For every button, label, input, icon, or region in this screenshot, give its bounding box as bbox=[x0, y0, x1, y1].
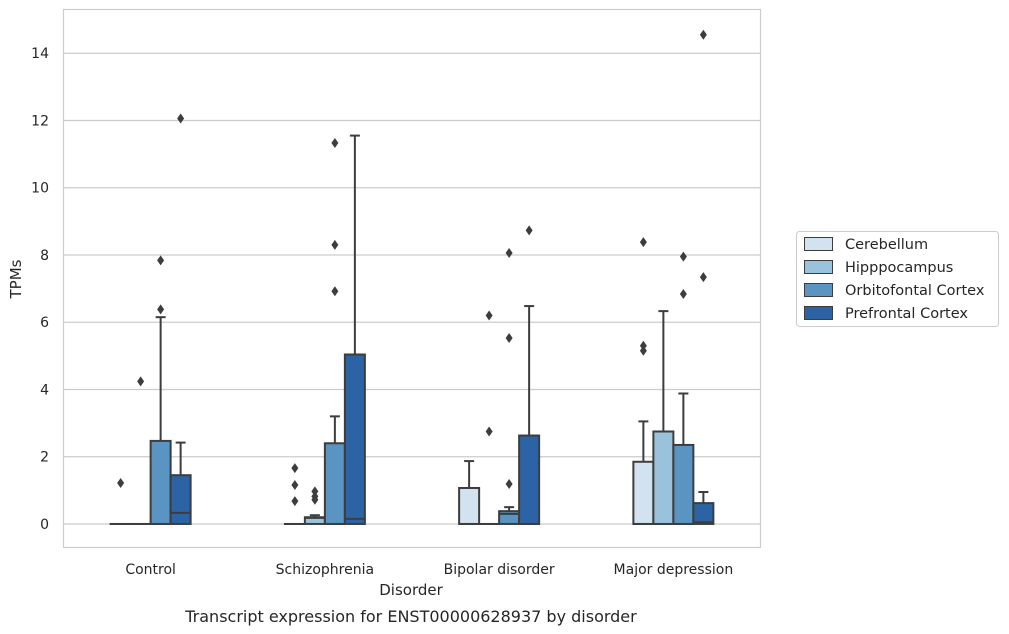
outlier-point bbox=[525, 225, 533, 236]
outlier-point bbox=[679, 288, 687, 299]
box bbox=[692, 502, 715, 525]
outlier-point bbox=[505, 247, 513, 258]
y-tick-label: 0 bbox=[40, 517, 49, 533]
x-tick-label: Major depression bbox=[614, 562, 734, 578]
y-tick-label: 2 bbox=[40, 450, 49, 466]
outlier-point bbox=[505, 333, 513, 344]
y-tick-label: 8 bbox=[40, 248, 49, 264]
chart-caption: Transcript expression for ENST0000062893… bbox=[184, 607, 637, 626]
outlier-point bbox=[679, 251, 687, 262]
outlier-point bbox=[639, 237, 647, 248]
y-tick-labels: 0 2 4 6 8 10 12 14 bbox=[31, 46, 49, 533]
box-group bbox=[303, 486, 326, 525]
box-group bbox=[672, 251, 695, 525]
outlier-point bbox=[137, 376, 145, 387]
outlier-point bbox=[331, 286, 339, 297]
outlier-point bbox=[639, 340, 647, 351]
x-axis-title: Disorder bbox=[379, 581, 443, 599]
outlier-point bbox=[485, 310, 493, 321]
box bbox=[518, 434, 541, 525]
box-group bbox=[692, 29, 715, 525]
x-tick-label: Control bbox=[125, 562, 176, 578]
outlier-point bbox=[117, 477, 125, 488]
y-tick-label: 10 bbox=[31, 181, 49, 197]
y-tick-label: 12 bbox=[31, 113, 49, 129]
outlier-point bbox=[157, 304, 165, 315]
box bbox=[343, 353, 366, 525]
outlier-point bbox=[291, 463, 299, 474]
legend-swatch bbox=[804, 237, 833, 251]
y-tick-label: 4 bbox=[40, 382, 49, 398]
outlier-point bbox=[311, 486, 319, 497]
box bbox=[632, 460, 655, 525]
outlier-point bbox=[331, 239, 339, 250]
box bbox=[458, 486, 481, 525]
legend-swatch bbox=[804, 260, 833, 274]
legend-swatch bbox=[804, 283, 833, 297]
outlier-point bbox=[177, 113, 185, 124]
outlier-point bbox=[639, 345, 647, 356]
box-group bbox=[478, 310, 501, 525]
legend: Cerebellum Hipppocampus Orbitofontal Corte… bbox=[796, 231, 999, 327]
outlier-point bbox=[311, 491, 319, 502]
legend-label: Hipppocampus bbox=[845, 260, 953, 276]
box-group bbox=[343, 134, 366, 525]
outlier-point bbox=[291, 479, 299, 490]
outlier-point bbox=[699, 29, 707, 40]
y-axis-title: TPMs bbox=[7, 259, 25, 299]
box bbox=[652, 430, 675, 525]
outlier-point bbox=[331, 137, 339, 148]
legend-label: Prefrontal Cortex bbox=[845, 306, 968, 322]
legend-swatch bbox=[804, 306, 833, 320]
x-tick-label: Schizophrenia bbox=[276, 562, 374, 578]
outlier-point bbox=[291, 496, 299, 507]
box-group bbox=[169, 113, 192, 525]
plot-frame bbox=[62, 8, 762, 549]
outlier-point bbox=[699, 272, 707, 283]
x-tick-label: Bipolar disorder bbox=[444, 562, 555, 578]
y-tick-label: 6 bbox=[40, 315, 49, 331]
box-group bbox=[518, 225, 541, 525]
box bbox=[672, 443, 695, 525]
box-group bbox=[632, 237, 655, 525]
box bbox=[169, 474, 192, 525]
legend-label: Orbitofontal Cortex bbox=[845, 283, 985, 299]
legend-frame bbox=[796, 231, 999, 327]
outlier-point bbox=[505, 478, 513, 489]
box-group bbox=[498, 247, 521, 525]
legend-label: Cerebellum bbox=[845, 237, 928, 253]
box bbox=[323, 442, 346, 525]
box-group bbox=[323, 137, 346, 525]
x-tick-labels: Control Schizophrenia Bipolar disorder Majo… bbox=[125, 562, 733, 578]
box bbox=[149, 439, 172, 525]
y-tick-label: 14 bbox=[31, 46, 49, 62]
outlier-point bbox=[157, 255, 165, 266]
plot-marks bbox=[109, 29, 715, 525]
outlier-point bbox=[485, 426, 493, 437]
box-group bbox=[458, 460, 481, 525]
